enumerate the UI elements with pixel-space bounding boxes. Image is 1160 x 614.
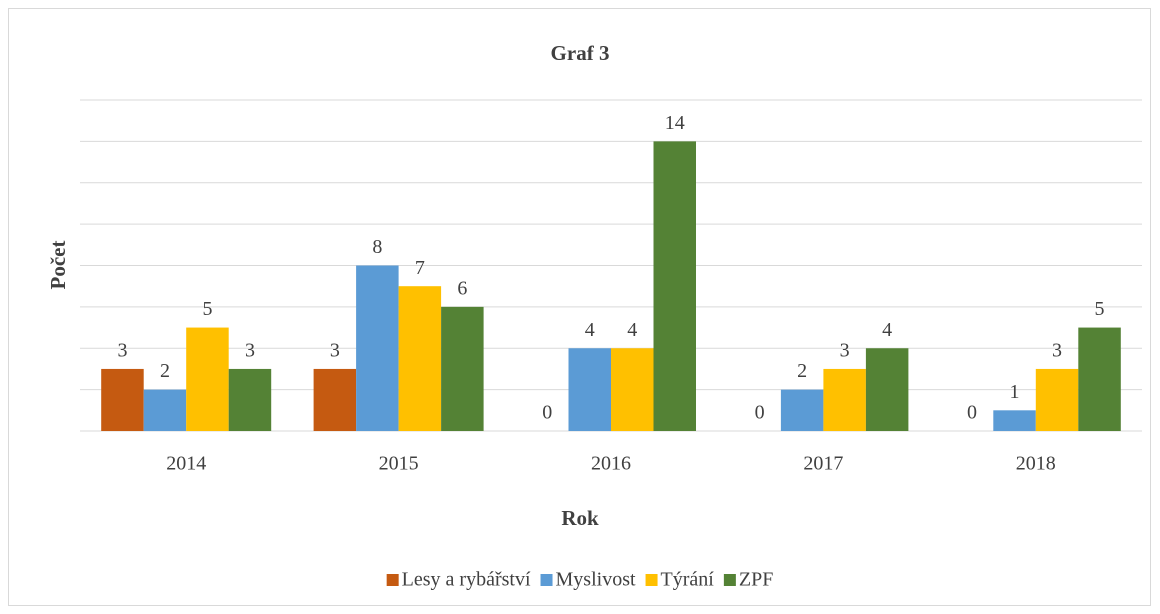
data-label: 8 xyxy=(372,236,382,258)
bar xyxy=(653,141,696,431)
bar xyxy=(1035,368,1079,431)
data-label: 2 xyxy=(160,360,170,382)
bar xyxy=(398,286,442,431)
data-label: 0 xyxy=(755,402,765,424)
data-label: 4 xyxy=(627,319,637,341)
x-tick-label: 2014 xyxy=(166,453,206,475)
data-label: 4 xyxy=(882,319,892,341)
data-label: 2 xyxy=(797,360,807,382)
data-label: 5 xyxy=(1095,298,1105,320)
bar xyxy=(780,389,824,431)
legend-swatch xyxy=(645,574,658,586)
data-label: 0 xyxy=(542,402,552,424)
x-tick-label: 2017 xyxy=(803,453,843,475)
bar xyxy=(611,348,654,431)
bar xyxy=(993,410,1036,431)
bar xyxy=(568,348,611,431)
data-label: 5 xyxy=(202,298,212,320)
data-label: 1 xyxy=(1010,381,1020,403)
bar xyxy=(228,368,272,431)
bar xyxy=(186,327,229,431)
bar xyxy=(1078,327,1121,431)
data-label: 3 xyxy=(117,340,127,362)
legend-swatch xyxy=(723,574,736,586)
x-tick-label: 2016 xyxy=(591,453,631,475)
data-label: 3 xyxy=(1052,340,1062,362)
data-label: 4 xyxy=(585,319,595,341)
bar xyxy=(101,368,144,431)
legend-swatch xyxy=(386,574,399,586)
bar xyxy=(143,389,187,431)
data-label: 6 xyxy=(457,277,467,299)
data-label: 0 xyxy=(967,402,977,424)
data-label: 3 xyxy=(330,340,340,362)
bar xyxy=(313,368,357,431)
x-axis-label: Rok xyxy=(561,506,599,530)
y-axis-label: Počet xyxy=(46,241,70,290)
bar xyxy=(823,368,866,431)
legend-label: ZPF xyxy=(739,569,773,591)
bar xyxy=(356,265,399,431)
data-label: 3 xyxy=(245,340,255,362)
x-tick-label: 2018 xyxy=(1016,453,1056,475)
data-label: 7 xyxy=(415,257,425,279)
x-tick-label: 2015 xyxy=(379,453,419,475)
bar xyxy=(865,348,909,431)
chart-title: Graf 3 xyxy=(551,41,610,65)
legend-label: Týrání xyxy=(661,569,715,591)
data-label: 14 xyxy=(665,112,685,134)
legend-label: Lesy a rybářství xyxy=(402,569,531,591)
bar xyxy=(441,306,484,431)
data-label: 3 xyxy=(840,340,850,362)
legend-label: Myslivost xyxy=(556,569,636,591)
legend-swatch xyxy=(540,574,553,586)
